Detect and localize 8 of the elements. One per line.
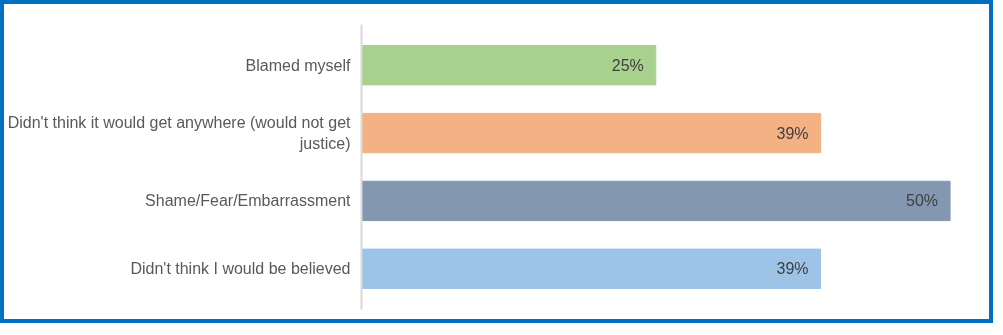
y-tick-label: Shame/Fear/Embarrassment (145, 192, 352, 210)
y-tick-label: Didn't think I would be believed (130, 260, 351, 278)
data-label: 25% (611, 56, 644, 74)
y-tick-label: Didn't think it would get anywhere (would not get justice) (7, 114, 352, 152)
data-label: 39% (776, 260, 809, 278)
y-tick-label: Blamed myself (245, 56, 352, 74)
data-label: 50% (906, 192, 939, 210)
data-label: 39% (776, 124, 809, 142)
